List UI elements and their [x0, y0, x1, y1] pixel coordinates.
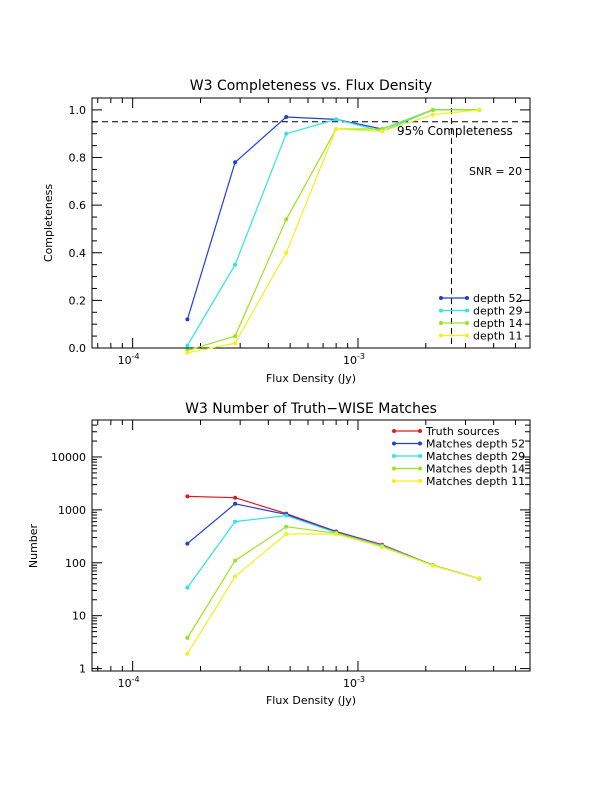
data-point: [284, 115, 289, 119]
data-point: [334, 117, 339, 122]
legend-marker: [392, 429, 396, 433]
y-axis-label: Number: [27, 523, 40, 568]
y-tick-label: 10: [72, 610, 86, 623]
legend-marker: [439, 296, 443, 300]
data-point: [334, 532, 339, 536]
x-tick-label: 10-4: [118, 675, 140, 690]
data-point: [284, 513, 289, 518]
data-point: [284, 532, 289, 536]
series-line-3: [187, 109, 480, 354]
data-point: [233, 501, 238, 506]
data-point: [430, 112, 435, 117]
chart-title: W3 Completeness vs. Flux Density: [190, 78, 432, 94]
series-line-0: [186, 109, 480, 320]
legend-marker: [465, 308, 469, 313]
legend-label: Matches depth 14: [426, 463, 525, 476]
data-point: [185, 635, 190, 640]
legend-label: depth 14: [473, 317, 523, 330]
data-point: [233, 574, 238, 579]
series-line-2: [187, 109, 480, 351]
legend-marker: [418, 429, 422, 433]
data-point: [185, 343, 190, 348]
data-point: [477, 107, 482, 112]
legend-marker: [465, 321, 469, 325]
completeness-threshold-label: 95% Completeness: [397, 124, 513, 138]
series-line-1: [186, 109, 480, 346]
legend-marker: [392, 466, 396, 471]
data-point: [334, 127, 339, 131]
legend-marker: [392, 454, 396, 458]
data-point: [430, 563, 435, 568]
legend-marker: [418, 479, 422, 483]
x-axis-label: Flux Density (Jy): [266, 694, 356, 707]
legend-marker: [418, 441, 422, 446]
y-tick-label: 0.2: [69, 294, 87, 307]
completeness-chart: W3 Completeness vs. Flux Density 10-4 10-…: [42, 78, 531, 385]
legend-label: depth 29: [473, 305, 523, 318]
legend-marker: [439, 333, 443, 338]
data-point: [284, 250, 289, 255]
legend-marker: [465, 333, 469, 338]
plot-frame: [91, 419, 531, 672]
data-point: [185, 494, 190, 499]
data-point: [284, 131, 289, 136]
y-tick-label: 1.0: [69, 104, 87, 117]
legend-marker: [439, 321, 443, 325]
legend-label: depth 11: [473, 330, 523, 343]
y-axis-label: Completeness: [42, 184, 55, 262]
data-point: [233, 519, 238, 524]
legend-marker: [392, 479, 396, 483]
legend-label: Matches depth 29: [426, 450, 525, 463]
x-tick-label: 10-4: [118, 352, 140, 367]
data-point: [185, 541, 190, 546]
data-point: [477, 576, 482, 581]
data-point: [185, 585, 190, 590]
legend-marker: [465, 296, 469, 300]
data-point: [233, 495, 238, 500]
legend-marker: [392, 441, 396, 446]
data-point: [233, 262, 238, 267]
data-point: [233, 334, 238, 339]
data-point: [380, 544, 385, 549]
y-tick-label: 1: [79, 663, 86, 676]
chart-title: W3 Number of Truth−WISE Matches: [185, 401, 437, 417]
legend-marker: [418, 466, 422, 471]
data-point: [380, 129, 385, 134]
y-tick-label: 100: [65, 557, 86, 570]
legend-label: Truth sources: [425, 425, 500, 438]
snr-threshold-label: SNR = 20: [469, 165, 522, 178]
legend-label: Matches depth 11: [426, 475, 525, 488]
x-tick-label: 10-3: [343, 352, 365, 367]
series-line-2: [186, 514, 480, 588]
legend-label: depth 52: [473, 292, 523, 305]
data-point: [284, 524, 289, 529]
data-point: [233, 341, 238, 346]
legend-label: Matches depth 52: [426, 438, 525, 451]
x-axis-label: Flux Density (Jy): [266, 372, 356, 385]
y-tick-label: 0.0: [69, 342, 87, 355]
y-tick-label: 1000: [58, 504, 86, 517]
data-point: [430, 107, 435, 112]
data-point: [185, 317, 190, 322]
x-tick-label: 10-3: [343, 675, 365, 690]
data-point: [233, 558, 238, 563]
y-tick-label: 0.8: [69, 152, 87, 165]
data-point: [233, 160, 238, 165]
plot-frame: [91, 97, 531, 349]
series-line-4: [186, 533, 480, 655]
y-tick-label: 0.6: [69, 199, 87, 212]
matches-chart: W3 Number of Truth−WISE Matches 10-4 10-3…: [27, 401, 531, 707]
legend-marker: [439, 308, 443, 313]
legend-marker: [418, 454, 422, 458]
data-point: [185, 350, 190, 355]
y-tick-label: 10000: [51, 451, 86, 464]
y-tick-label: 0.4: [69, 247, 87, 260]
data-point: [284, 217, 289, 222]
data-point: [185, 651, 190, 656]
